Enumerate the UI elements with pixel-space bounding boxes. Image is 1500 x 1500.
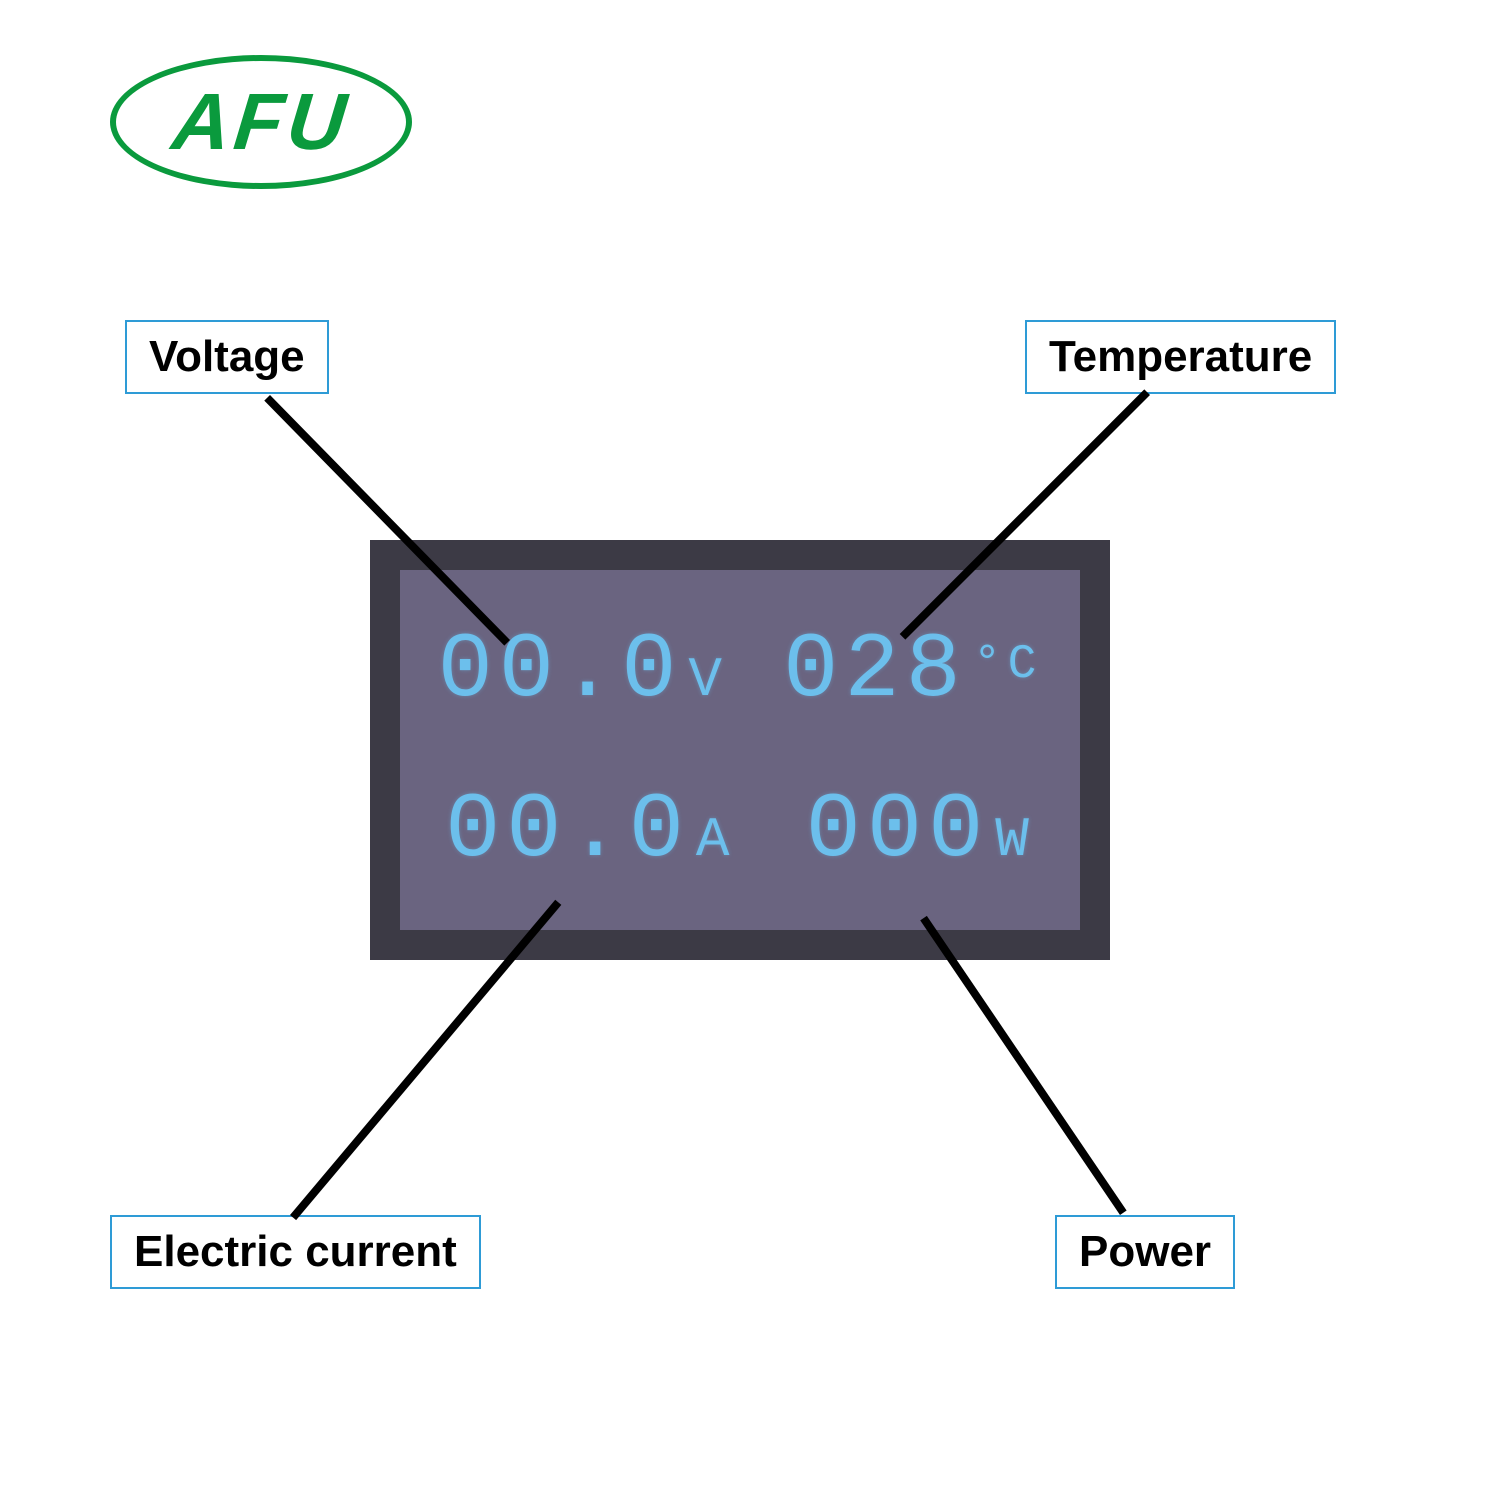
current-unit: A [696, 808, 736, 872]
lcd-row-top: 00.0 V 028 °C [410, 618, 1070, 723]
lcd-row-bottom: 00.0 A 000 W [410, 778, 1070, 883]
temperature-unit: °C [973, 638, 1043, 692]
temperature-value: 028 [783, 618, 967, 723]
callout-text: Electric current [134, 1227, 457, 1276]
logo-text: AFU [168, 76, 354, 168]
current-value: 00.0 [445, 778, 690, 883]
power-unit: W [995, 808, 1035, 872]
logo-ellipse: AFU [110, 55, 412, 189]
voltage-value: 00.0 [438, 618, 683, 723]
voltage-unit: V [688, 648, 728, 712]
callout-label-current: Electric current [110, 1215, 481, 1289]
brand-logo: AFU [110, 55, 412, 189]
callout-label-voltage: Voltage [125, 320, 329, 394]
voltage-readout: 00.0 V [438, 618, 728, 723]
callout-text: Temperature [1049, 332, 1312, 381]
callout-text: Power [1079, 1227, 1211, 1276]
lcd-module: 00.0 V 028 °C 00.0 A 000 W [370, 540, 1110, 960]
temperature-readout: 028 °C [783, 618, 1042, 723]
infographic-canvas: AFU 00.0 V 028 °C 00.0 A 0 [0, 0, 1500, 1500]
power-readout: 000 W [806, 778, 1035, 883]
callout-text: Voltage [149, 332, 305, 381]
lcd-screen: 00.0 V 028 °C 00.0 A 000 W [400, 570, 1080, 930]
power-value: 000 [806, 778, 990, 883]
current-readout: 00.0 A [445, 778, 735, 883]
callout-label-temperature: Temperature [1025, 320, 1336, 394]
callout-label-power: Power [1055, 1215, 1235, 1289]
callout-line-power [920, 916, 1127, 1215]
